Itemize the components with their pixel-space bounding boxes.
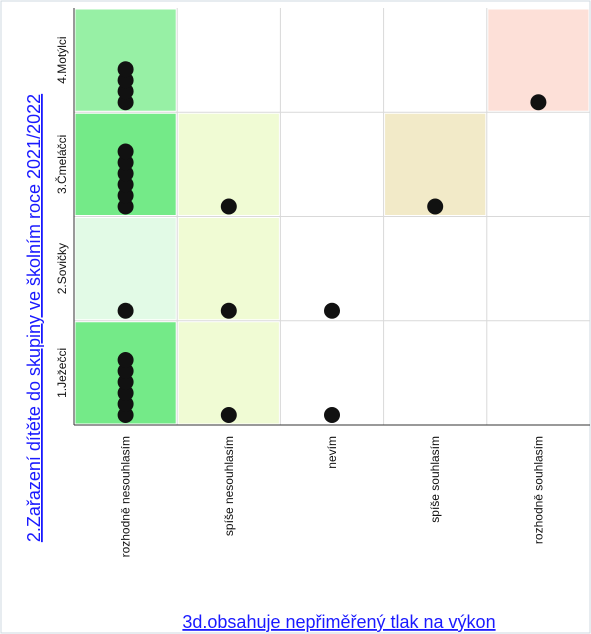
data-point — [117, 176, 134, 193]
y-axis-title: 2.Zařazení dítěte do skupiny ve školním … — [24, 94, 44, 542]
data-point — [117, 154, 134, 171]
data-point — [117, 72, 134, 89]
data-point — [117, 83, 134, 100]
data-point — [427, 198, 444, 215]
heatmap-cell — [385, 218, 486, 320]
data-point — [117, 302, 134, 319]
heatmap-cell — [178, 113, 279, 215]
heatmap-cell — [385, 113, 486, 215]
heatmap-cells — [75, 9, 589, 424]
data-point — [220, 407, 237, 423]
data-point — [117, 165, 134, 182]
heatmap-cell — [281, 218, 383, 320]
data-point — [117, 352, 134, 368]
data-point — [530, 94, 547, 111]
data-point — [117, 363, 134, 379]
x-tick-labels: rozhodně nesouhlasím spíše nesouhlasím nev… — [119, 436, 546, 557]
grid-lines — [74, 8, 590, 425]
heatmap-cell — [178, 218, 279, 320]
data-point — [117, 143, 134, 160]
data-point — [117, 61, 134, 78]
heatmap-cell — [488, 9, 589, 111]
y-tick-label: 3.Čmeláčci — [54, 135, 69, 194]
y-tick-label: 1.Ježečci — [55, 348, 69, 398]
heatmap-cell — [178, 9, 279, 111]
heatmap-cell — [488, 218, 589, 320]
heatmap-cell — [281, 113, 383, 215]
data-point — [117, 407, 134, 423]
data-point — [117, 385, 134, 401]
heatmap-cell — [385, 322, 486, 424]
x-tick-label: rozhodně nesouhlasím — [119, 436, 133, 557]
data-point — [220, 302, 237, 319]
y-tick-label: 4.Motýlci — [55, 36, 69, 83]
heatmap-cell — [488, 113, 589, 215]
data-points — [117, 61, 547, 423]
data-point — [324, 302, 340, 319]
heatmap-cell — [178, 322, 279, 424]
heatmap-cell — [385, 9, 486, 111]
data-point — [117, 396, 134, 412]
y-tick-labels: 1.Ježečci 2.Sovičky 3.Čmeláčci 4.Motýlci — [54, 36, 69, 397]
y-tick-label: 2.Sovičky — [55, 243, 69, 294]
x-tick-label: spíše souhlasím — [428, 436, 442, 523]
x-axis-title: 3d.obsahuje nepřiměřený tlak na výkon — [182, 612, 495, 632]
data-point — [117, 374, 134, 390]
x-tick-label: nevím — [325, 436, 339, 469]
x-tick-label: spíše nesouhlasím — [222, 436, 236, 536]
data-point — [117, 187, 134, 204]
data-point — [220, 198, 237, 215]
heatmap-cell — [75, 218, 176, 320]
data-point — [117, 198, 134, 215]
data-point — [324, 407, 340, 423]
heatmap-cell — [281, 9, 383, 111]
heatmap-cell — [281, 322, 383, 424]
x-tick-label: rozhodně souhlasím — [531, 436, 545, 544]
data-point — [117, 94, 134, 111]
heatmap-cell — [488, 322, 589, 424]
